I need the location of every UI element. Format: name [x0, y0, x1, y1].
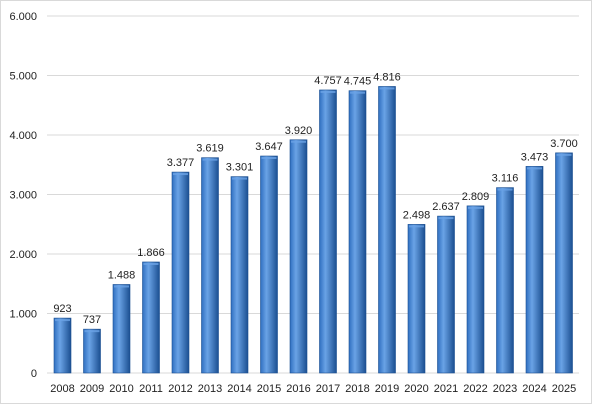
bar-highlight-2010 — [114, 285, 129, 288]
y-tick-label: 3.000 — [9, 190, 37, 202]
x-tick-label-2022: 2022 — [463, 383, 487, 395]
data-label-2022: 2.809 — [462, 191, 490, 203]
bar-2017 — [319, 89, 337, 374]
bar-highlight-2011 — [143, 262, 159, 265]
bar-highlight-2014 — [232, 177, 247, 180]
bar-2015 — [260, 155, 278, 374]
bar-highlight-2017 — [320, 90, 336, 93]
data-label-2020: 2.498 — [403, 209, 431, 221]
bar-highlight-2019 — [379, 87, 395, 90]
bars — [53, 86, 573, 374]
bar-2013 — [201, 157, 219, 374]
bar-2008 — [53, 317, 72, 374]
bar-2022 — [466, 205, 485, 374]
bar-2012 — [171, 171, 190, 374]
bar-2016 — [289, 139, 308, 374]
x-tick-label-2010: 2010 — [109, 383, 133, 395]
x-tick-label-2017: 2017 — [316, 383, 340, 395]
bar-highlight-2015 — [261, 157, 277, 160]
data-label-2017: 4.757 — [314, 75, 342, 87]
data-label-2018: 4.745 — [344, 76, 372, 88]
data-label-2023: 3.116 — [492, 173, 519, 185]
bar-highlight-2022 — [468, 206, 483, 209]
bar-highlight-2013 — [202, 158, 218, 161]
bar-highlight-2021 — [438, 217, 454, 220]
y-axis-tick-labels: 0 1.000 2.000 3.000 4.000 5.000 6.000 — [9, 11, 37, 380]
data-label-2025: 3.700 — [550, 138, 578, 150]
x-tick-label-2019: 2019 — [375, 383, 399, 395]
bar-2019 — [378, 86, 396, 374]
bar-highlight-2023 — [497, 188, 513, 191]
x-tick-label-2011: 2011 — [139, 383, 163, 395]
x-tick-label-2009: 2009 — [80, 383, 104, 395]
bar-highlight-2018 — [350, 91, 365, 94]
data-label-2024: 3.473 — [521, 151, 549, 163]
x-tick-label-2016: 2016 — [286, 383, 310, 395]
x-axis-tick-labels: 2008 2009 2010 2011 2012 2013 2014 2015 2016 2017… — [50, 383, 576, 395]
bar-highlight-2012 — [173, 173, 188, 176]
data-label-2008: 923 — [53, 303, 71, 315]
bar-2020 — [407, 224, 426, 374]
y-tick-label: 5.000 — [9, 71, 37, 83]
data-label-2019: 4.816 — [373, 71, 401, 83]
y-tick-label: 2.000 — [9, 249, 37, 261]
y-tick-label: 6.000 — [9, 11, 37, 23]
bar-highlight-2020 — [409, 225, 424, 228]
data-label-2016: 3.920 — [285, 125, 313, 137]
bar-2025 — [555, 152, 573, 374]
y-tick-label: 4.000 — [9, 130, 37, 142]
x-tick-label-2025: 2025 — [552, 383, 576, 395]
y-tick-label: 1.000 — [9, 309, 37, 321]
bar-2018 — [348, 90, 367, 374]
x-tick-label-2024: 2024 — [522, 383, 546, 395]
x-tick-label-2014: 2014 — [227, 383, 251, 395]
bar-highlight-2008 — [55, 319, 70, 322]
y-tick-label: 0 — [31, 368, 37, 380]
data-label-2013: 3.619 — [196, 143, 224, 155]
x-tick-label-2012: 2012 — [168, 383, 192, 395]
x-tick-label-2013: 2013 — [198, 383, 222, 395]
bar-2010 — [112, 284, 131, 374]
data-label-2014: 3.301 — [226, 162, 254, 174]
bar-highlight-2016 — [291, 140, 306, 143]
bar-highlight-2025 — [556, 153, 572, 156]
bar-highlight-2024 — [527, 167, 542, 170]
gridlines — [47, 15, 579, 374]
bar-2021 — [437, 215, 455, 374]
data-label-2021: 2.637 — [432, 201, 460, 213]
x-tick-label-2021: 2021 — [434, 383, 458, 395]
data-label-2010: 1.488 — [108, 269, 136, 281]
bar-2024 — [525, 166, 544, 374]
x-tick-label-2018: 2018 — [345, 383, 369, 395]
bar-2023 — [496, 187, 514, 374]
x-tick-label-2015: 2015 — [257, 383, 281, 395]
x-tick-label-2023: 2023 — [493, 383, 517, 395]
data-label-2012: 3.377 — [167, 157, 195, 169]
data-label-2015: 3.647 — [255, 141, 283, 153]
bar-2009 — [83, 328, 101, 374]
x-tick-label-2008: 2008 — [50, 383, 74, 395]
x-tick-label-2020: 2020 — [404, 383, 428, 395]
data-label-2011: 1.866 — [137, 247, 165, 259]
bar-2014 — [230, 176, 249, 374]
bar-2011 — [142, 261, 160, 374]
bar-highlight-2009 — [84, 330, 100, 333]
data-label-2009: 737 — [83, 314, 101, 326]
